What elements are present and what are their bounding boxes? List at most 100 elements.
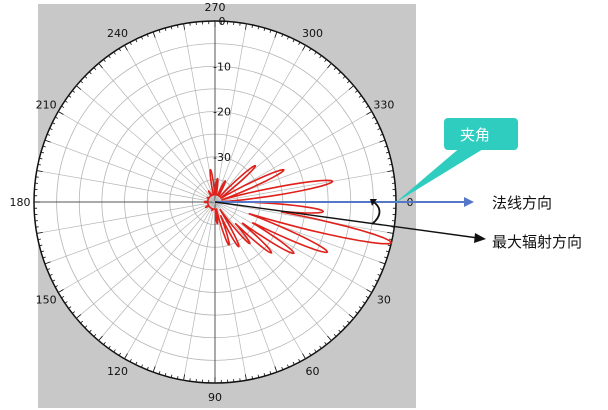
outer-tick — [176, 24, 179, 28]
outer-tick — [342, 325, 346, 329]
outer-tick — [44, 139, 51, 143]
outer-tick — [384, 256, 388, 259]
outer-tick — [103, 342, 106, 345]
grid-spoke — [98, 63, 216, 203]
outer-tick — [302, 353, 306, 359]
angle-label-270: 270 — [205, 1, 226, 14]
outer-tick — [103, 59, 106, 62]
outer-tick — [385, 250, 390, 253]
outer-tick — [292, 39, 295, 43]
outer-tick — [355, 311, 358, 314]
outer-tick — [324, 59, 327, 62]
outer-tick — [292, 361, 295, 365]
normal-direction-label: 法线方向 — [492, 194, 552, 212]
outer-tick — [379, 133, 383, 136]
grid-spoke — [214, 201, 386, 265]
outer-tick — [274, 31, 278, 38]
angle-label-30: 30 — [377, 294, 391, 307]
outer-tick — [49, 274, 53, 276]
outer-tick — [52, 279, 56, 282]
outer-tick — [129, 358, 132, 363]
outer-tick — [158, 371, 161, 375]
outer-tick — [269, 371, 272, 375]
max-radiation-label: 最大辐射方向 — [492, 233, 582, 251]
grid-spoke — [76, 85, 216, 203]
outer-tick — [108, 55, 111, 59]
outer-tick — [374, 122, 378, 125]
outer-tick — [379, 261, 386, 265]
outer-tick — [333, 334, 337, 337]
angle-label-330: 330 — [373, 99, 394, 112]
outer-tick — [319, 55, 322, 59]
grid-spoke — [124, 45, 216, 203]
outer-tick — [54, 116, 59, 119]
outer-tick — [377, 128, 381, 130]
outer-tick — [39, 244, 43, 247]
outer-tick — [319, 345, 322, 349]
outer-tick — [158, 29, 161, 33]
outer-tick — [113, 349, 116, 353]
grid-spoke — [214, 201, 332, 341]
grid-spoke — [36, 201, 216, 234]
outer-tick — [362, 100, 366, 103]
outer-tick — [327, 335, 332, 341]
outer-tick — [257, 374, 260, 378]
outer-tick — [72, 311, 75, 314]
outer-tick — [347, 80, 350, 84]
outer-tick — [164, 372, 167, 377]
grid-spoke — [98, 201, 216, 341]
outer-tick — [324, 342, 327, 345]
outer-tick — [113, 51, 116, 55]
outer-tick — [371, 116, 376, 119]
db-label: -20 — [213, 106, 231, 119]
outer-tick — [287, 36, 289, 40]
outer-tick — [176, 376, 179, 380]
angle-arc-arrowhead-icon — [370, 199, 377, 206]
outer-tick — [88, 71, 92, 75]
outer-tick — [80, 80, 83, 84]
outer-tick — [40, 151, 45, 154]
outer-tick — [84, 75, 88, 79]
outer-tick — [251, 24, 254, 28]
angle-label-300: 300 — [302, 27, 323, 40]
db-label: -30 — [213, 151, 231, 164]
outer-tick — [183, 23, 186, 30]
outer-tick — [64, 100, 68, 103]
outer-tick — [170, 26, 173, 30]
outer-tick — [287, 364, 289, 368]
outer-tick — [42, 256, 46, 259]
angle-label-90: 90 — [208, 391, 222, 404]
grid-spoke — [214, 23, 247, 203]
angle-label-240: 240 — [107, 27, 128, 40]
outer-tick — [342, 75, 346, 79]
outer-tick — [302, 45, 306, 51]
outer-tick — [263, 372, 266, 377]
outer-tick — [40, 250, 45, 253]
db-label: -10 — [213, 60, 231, 73]
outer-tick — [379, 268, 383, 271]
outer-tick — [47, 268, 51, 271]
outer-tick — [135, 361, 138, 365]
outer-tick — [387, 170, 394, 173]
outer-tick — [68, 95, 72, 98]
radiation-pattern-curve — [203, 164, 393, 255]
grid-spoke — [44, 139, 216, 203]
outer-tick — [49, 128, 53, 130]
outer-tick — [61, 295, 65, 299]
outer-tick — [61, 105, 65, 109]
outer-tick — [333, 67, 337, 70]
outer-tick — [365, 295, 369, 299]
angle-label-150: 150 — [36, 294, 57, 307]
outer-tick — [358, 95, 362, 98]
outer-tick — [80, 320, 83, 324]
outer-tick — [36, 170, 43, 173]
outer-tick — [374, 279, 378, 282]
outer-tick — [384, 145, 388, 148]
outer-tick — [42, 145, 46, 148]
outer-tick — [366, 289, 372, 293]
db-scale-labels: 0 -10 -20 -30 — [213, 15, 231, 164]
outer-tick — [281, 34, 284, 38]
outer-tick — [366, 111, 372, 115]
outer-tick — [124, 45, 128, 51]
